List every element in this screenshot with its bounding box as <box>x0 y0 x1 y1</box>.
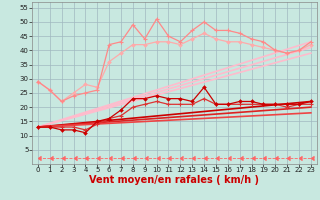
X-axis label: Vent moyen/en rafales ( km/h ): Vent moyen/en rafales ( km/h ) <box>89 175 260 185</box>
